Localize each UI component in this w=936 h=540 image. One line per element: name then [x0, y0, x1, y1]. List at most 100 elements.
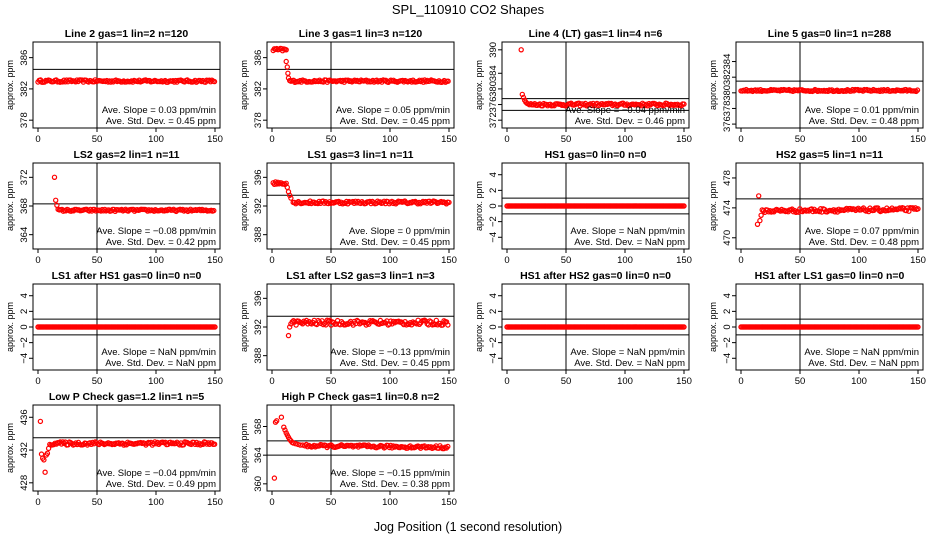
x-tick-label: 50 [326, 134, 337, 145]
data-point [282, 427, 288, 433]
x-tick-label: 100 [382, 376, 398, 387]
x-tick-label: 100 [382, 134, 398, 145]
data-points [738, 324, 921, 330]
y-tick-label: 0 [488, 324, 499, 329]
y-axis-label: approx. ppm [708, 302, 718, 352]
data-point [519, 91, 526, 98]
plot-frame [32, 404, 221, 492]
y-tick-label: 392 [253, 198, 264, 214]
data-point [274, 418, 280, 424]
x-tick-label: 50 [92, 497, 103, 508]
data-point [903, 207, 910, 214]
data-point [300, 442, 306, 448]
data-point [681, 324, 687, 330]
x-tick-label: 0 [35, 497, 40, 508]
x-tick-label: 50 [92, 376, 103, 387]
x-tick-label: 0 [269, 134, 274, 145]
plot-frame [735, 41, 924, 129]
x-tick-label: 100 [851, 255, 867, 266]
y-tick-label: 388 [253, 348, 264, 364]
std-dev-annotation: Ave. Std. Dev. = NaN ppm [574, 237, 685, 248]
data-point [323, 322, 329, 328]
y-tick-label: 364 [19, 227, 30, 243]
x-tick-label: 100 [148, 255, 164, 266]
x-tick-label: 100 [148, 134, 164, 145]
data-point [445, 322, 451, 328]
slope-annotation: Ave. Slope = −0.04 ppm/min [96, 468, 216, 479]
plot-frame [735, 162, 924, 250]
panel-title: High P Check gas=1 lin=0.8 n=2 [282, 391, 440, 403]
data-point [915, 206, 921, 212]
std-dev-annotation: Ave. Std. Dev. = 0.42 ppm [106, 237, 216, 248]
y-tick-label: 392 [253, 319, 264, 335]
x-tick-label: 100 [148, 376, 164, 387]
data-point [756, 193, 762, 199]
x-tick-label: 50 [561, 255, 572, 266]
data-point [283, 58, 289, 65]
data-point [51, 174, 58, 180]
y-axis-label: approx. ppm [474, 181, 484, 231]
std-dev-annotation: Ave. Std. Dev. = 0.45 ppm [340, 116, 450, 127]
x-tick-label: 150 [207, 134, 223, 145]
panel-9: LS1 after HS1 gas=0 lin=0 n=0 −4 −2 0 2 4 appr… [5, 270, 223, 387]
x-tick-label: 150 [441, 134, 457, 145]
std-dev-annotation: Ave. Std. Dev. = 0.45 ppm [106, 116, 216, 127]
data-point [915, 324, 921, 330]
std-dev-annotation: Ave. Std. Dev. = NaN ppm [574, 358, 685, 369]
y-tick-label: 436 [19, 409, 30, 425]
y-tick-label: 386 [253, 50, 264, 66]
data-points [754, 193, 921, 227]
y-axis-label: approx. ppm [239, 302, 249, 352]
data-point [285, 75, 292, 81]
x-tick-label: 150 [441, 376, 457, 387]
data-point [37, 418, 44, 425]
data-point [297, 442, 303, 448]
panel-title: HS1 gas=0 lin=0 n=0 [545, 149, 647, 161]
y-tick-label: 0 [488, 203, 499, 208]
data-point [520, 94, 527, 101]
data-point [44, 450, 51, 456]
panel-13: Low P Check gas=1.2 lin=1 n=5 428 432 436 ap… [5, 391, 223, 508]
panel-title: LS1 gas=3 lin=1 n=11 [308, 149, 414, 161]
x-tick-label: 150 [910, 134, 926, 145]
data-point [757, 217, 763, 224]
panels: Line 2 gas=1 lin=2 n=120 378 382 386 approx.… [5, 28, 926, 508]
y-tick-label: 364 [253, 447, 264, 463]
x-tick-label: 150 [441, 255, 457, 266]
data-points [518, 47, 687, 109]
x-tick-label: 100 [148, 497, 164, 508]
y-tick-label: 378 [253, 112, 264, 128]
slope-annotation: Ave. Slope = −0.08 ppm/min [96, 226, 216, 237]
data-point [42, 469, 48, 475]
panel-title: LS1 after LS2 gas=3 lin=1 n=3 [286, 270, 435, 282]
panel-title: LS2 gas=2 lin=1 n=11 [74, 149, 180, 161]
x-tick-label: 50 [561, 134, 572, 145]
plot-frame [266, 41, 455, 129]
std-dev-annotation: Ave. Std. Dev. = NaN ppm [105, 358, 216, 369]
y-tick-label: −2 [488, 216, 499, 227]
data-points [35, 324, 218, 330]
data-point [681, 101, 687, 107]
plot-frame [501, 41, 690, 129]
y-tick-label: 388 [253, 227, 264, 243]
y-tick-label: 378 [722, 101, 733, 117]
data-point [518, 47, 524, 53]
panel-1: Line 2 gas=1 lin=2 n=120 378 382 386 approx.… [5, 28, 223, 145]
x-tick-label: 50 [795, 134, 806, 145]
x-tick-label: 0 [35, 134, 40, 145]
plot-frame [266, 404, 455, 492]
std-dev-annotation: Ave. Std. Dev. = 0.49 ppm [106, 479, 216, 490]
y-tick-label: 470 [722, 230, 733, 246]
panel-11: HS1 after HS2 gas=0 lin=0 n=0 −4 −2 0 2 4 appr… [474, 270, 692, 387]
slope-annotation: Ave. Slope = NaN ppm/min [570, 347, 685, 358]
data-points [35, 77, 218, 85]
data-points [738, 86, 921, 95]
panel-title: Low P Check gas=1.2 lin=1 n=5 [49, 391, 204, 403]
y-tick-label: −4 [19, 353, 30, 364]
y-tick-label: −2 [488, 337, 499, 348]
data-points [271, 414, 451, 481]
data-point [41, 457, 47, 463]
x-tick-label: 50 [326, 255, 337, 266]
panel-14: High P Check gas=1 lin=0.8 n=2 360 364 368 a… [239, 391, 457, 508]
y-tick-label: 4 [488, 172, 499, 177]
